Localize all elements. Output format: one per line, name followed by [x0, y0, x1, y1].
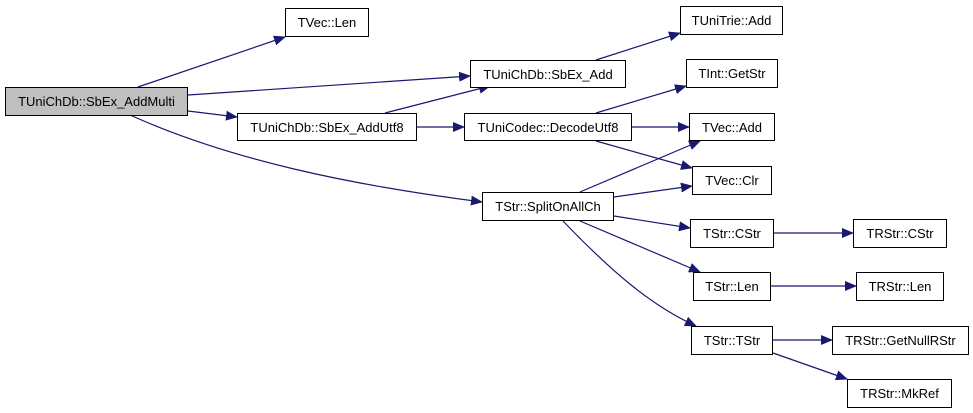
edge-splitonallch-to-tvec-clr — [613, 182, 693, 198]
edge-splitonallch-to-tvec-add — [579, 140, 701, 193]
edge-decodeutf8-to-tint-getstr — [595, 84, 687, 114]
node-root: TUniChDb::SbEx_AddMulti — [5, 87, 188, 116]
edge-root-to-sbex-add — [187, 71, 471, 96]
node-tvec-add[interactable]: TVec::Add — [689, 113, 775, 141]
node-tvec-clr[interactable]: TVec::Clr — [692, 166, 772, 195]
node-trstr-len[interactable]: TRStr::Len — [856, 272, 944, 301]
node-sbex-add[interactable]: TUniChDb::SbEx_Add — [470, 60, 626, 88]
node-tstr-len[interactable]: TStr::Len — [693, 272, 771, 301]
node-decodeutf8[interactable]: TUniCodec::DecodeUtf8 — [464, 113, 632, 141]
edge-root-to-splitonallch — [129, 114, 483, 206]
node-trstr-cstr[interactable]: TRStr::CStr — [853, 219, 947, 248]
node-sbex-addutf8[interactable]: TUniChDb::SbEx_AddUtf8 — [237, 113, 417, 141]
node-tint-getstr[interactable]: TInt::GetStr — [686, 59, 778, 88]
edge-sbex-add-to-unitrie-add — [595, 31, 681, 61]
edge-decodeutf8-to-tvec-clr — [595, 140, 693, 170]
node-tvec-len[interactable]: TVec::Len — [285, 8, 369, 37]
edge-splitonallch-to-tstr-tstr — [562, 220, 697, 327]
node-unitrie-add[interactable]: TUniTrie::Add — [680, 6, 783, 35]
edge-root-to-tvec-len — [137, 35, 286, 88]
node-trstr-getnullrstr[interactable]: TRStr::GetNullRStr — [832, 326, 969, 355]
node-tstr-cstr[interactable]: TStr::CStr — [690, 219, 774, 248]
node-tstr-tstr[interactable]: TStr::TStr — [691, 326, 773, 355]
node-splitonallch[interactable]: TStr::SplitOnAllCh — [482, 192, 614, 221]
edge-splitonallch-to-tstr-len — [579, 220, 701, 273]
node-trstr-mkref[interactable]: TRStr::MkRef — [847, 379, 952, 408]
edge-tstr-tstr-to-trstr-mkref — [772, 352, 848, 381]
edge-sbex-addutf8-to-sbex-add — [384, 83, 491, 114]
edge-root-to-sbex-addutf8 — [187, 110, 238, 121]
edge-splitonallch-to-tstr-cstr — [613, 215, 691, 232]
